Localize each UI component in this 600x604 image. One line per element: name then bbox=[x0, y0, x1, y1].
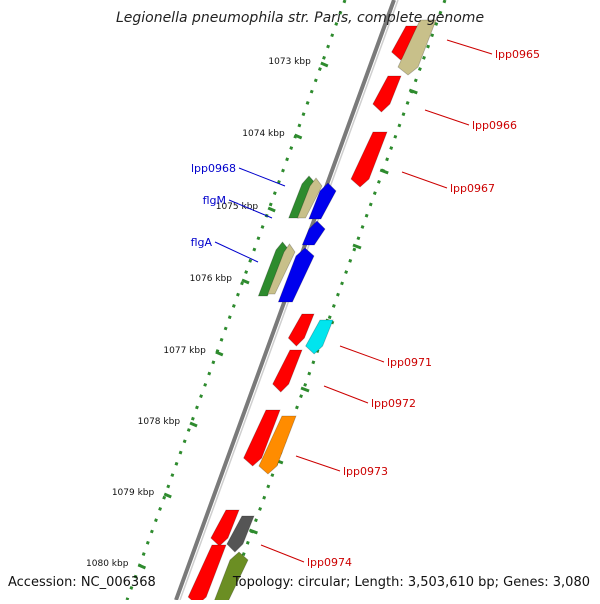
gene-feature-red bbox=[210, 509, 240, 547]
gene-label: lpp0972 bbox=[371, 397, 416, 410]
gene-label-leader bbox=[339, 345, 385, 363]
ruler-minor-tick bbox=[352, 243, 362, 250]
gene-label: lpp0965 bbox=[495, 48, 540, 61]
kbp-tick-label: 1078 kbp bbox=[138, 417, 181, 427]
gene-label-leader bbox=[214, 241, 259, 263]
kbp-tick-mark bbox=[267, 206, 276, 213]
gene-label: lpp0966 bbox=[472, 119, 517, 132]
gene-feature-cyan bbox=[305, 319, 334, 355]
gene-label: lpp0974 bbox=[307, 556, 352, 569]
gene-label: flgM bbox=[203, 194, 226, 207]
kbp-tick-mark bbox=[189, 421, 198, 428]
kbp-tick-label: 1073 kbp bbox=[268, 57, 311, 67]
gene-feature-red bbox=[272, 349, 303, 393]
genome-summary-text: Topology: circular; Length: 3,503,610 bp… bbox=[232, 575, 590, 590]
gene-feature-orange bbox=[258, 415, 297, 475]
kbp-tick-mark bbox=[163, 492, 172, 499]
gene-feature-blue bbox=[301, 220, 326, 246]
gene-feature-olive bbox=[397, 19, 437, 76]
gene-label: flgA bbox=[191, 236, 213, 249]
ruler-minor-tick bbox=[379, 168, 389, 175]
kbp-tick-mark bbox=[320, 61, 329, 68]
gene-label-leader bbox=[238, 167, 286, 187]
kbp-tick-mark bbox=[241, 278, 250, 285]
gene-label: lpp0973 bbox=[343, 465, 388, 478]
kbp-tick-label: 1074 kbp bbox=[242, 129, 285, 139]
gene-feature-red bbox=[243, 409, 281, 467]
gene-feature-blue bbox=[308, 182, 337, 220]
gene-feature-olive bbox=[296, 177, 323, 219]
gene-label-leader bbox=[446, 39, 493, 55]
ruler-minor-tick bbox=[300, 386, 310, 393]
gene-feature-red bbox=[350, 131, 388, 188]
gene-label-leader bbox=[260, 544, 305, 563]
kbp-tick-label: 1076 kbp bbox=[190, 274, 233, 284]
gene-label-leader bbox=[323, 385, 369, 404]
map-title: Legionella pneumophila str. Paris, compl… bbox=[115, 10, 485, 26]
gene-feature-red bbox=[287, 313, 315, 347]
ruler-minor-tick bbox=[408, 88, 418, 95]
gene-feature-gray bbox=[226, 515, 255, 553]
gene-feature-red bbox=[372, 75, 402, 113]
gene-label-leader bbox=[401, 171, 448, 189]
gene-label: lpp0971 bbox=[387, 356, 432, 369]
kbp-tick-mark bbox=[215, 350, 224, 357]
kbp-tick-label: 1079 kbp bbox=[112, 488, 155, 498]
gene-feature-blue bbox=[277, 247, 315, 303]
gene-label: lpp0967 bbox=[450, 182, 495, 195]
gene-label-leader bbox=[295, 455, 341, 472]
gene-label-leader bbox=[424, 109, 470, 126]
gene-feature-olive bbox=[267, 243, 296, 295]
gene-label-leader bbox=[228, 199, 273, 219]
gene-label: lpp0968 bbox=[191, 162, 236, 175]
kbp-tick-label: 1077 kbp bbox=[163, 346, 206, 356]
kbp-tick-label: 1075 kbp bbox=[216, 202, 259, 212]
kbp-tick-mark bbox=[294, 133, 303, 140]
kbp-tick-label: 1080 kbp bbox=[86, 559, 129, 569]
kbp-tick-mark bbox=[137, 563, 147, 570]
ruler-minor-tick bbox=[248, 528, 258, 535]
accession-text: Accession: NC_006368 bbox=[8, 575, 156, 590]
